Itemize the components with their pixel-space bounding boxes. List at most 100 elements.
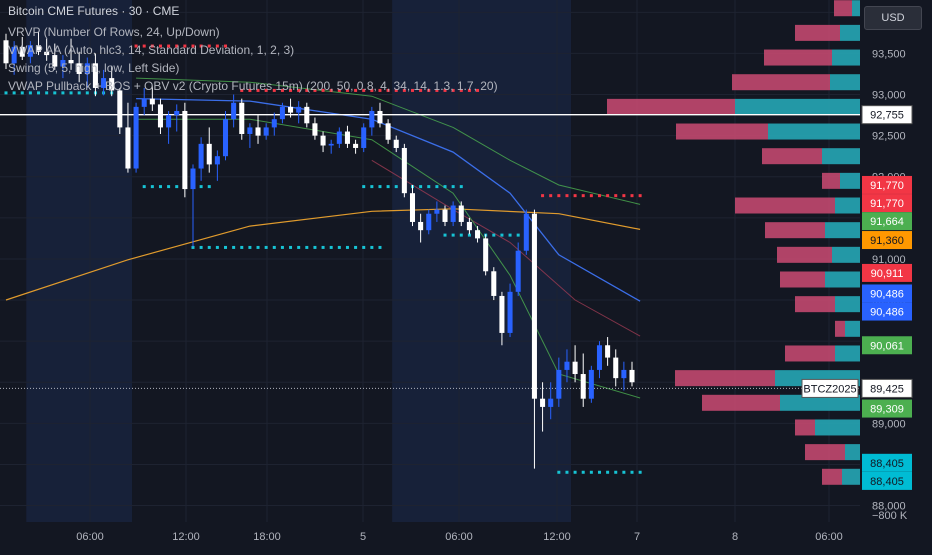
profile-bar-down xyxy=(675,370,775,387)
swing_low-dot xyxy=(264,245,268,249)
price-label-box xyxy=(862,175,912,194)
time-tick-label: 18:00 xyxy=(253,531,281,543)
profile-bar-down xyxy=(764,49,832,66)
candle-body xyxy=(336,131,342,144)
candle-body xyxy=(507,291,513,333)
swing_low-dot xyxy=(280,245,284,249)
candle-body xyxy=(353,143,359,148)
swing_low-dot xyxy=(630,470,634,474)
candle-body xyxy=(377,110,383,124)
profile-bar-down xyxy=(762,148,822,165)
indicator-vwap-pullback[interactable]: VWAP Pullback + BOS + OBV v2 (Crypto Fut… xyxy=(8,79,498,93)
swing_low-dot xyxy=(53,91,57,95)
swing_high-dot xyxy=(167,44,171,48)
swing_high-dot xyxy=(337,88,341,92)
swing_high-dot xyxy=(410,88,414,92)
indicator-swing[interactable]: Swing (5, 5, high, low, Left Side) xyxy=(8,61,180,75)
candle-body xyxy=(52,55,58,67)
candle-body xyxy=(629,369,635,383)
chart-title[interactable]: Bitcoin CME Futures · 30 · CME xyxy=(8,4,180,18)
swing_low-dot xyxy=(589,470,593,474)
swing_low-dot xyxy=(45,91,49,95)
candle-body xyxy=(206,143,212,165)
candle-body xyxy=(344,131,350,144)
swing_low-dot xyxy=(386,185,390,189)
profile-bar-down xyxy=(834,0,852,17)
swing_high-dot xyxy=(248,88,252,92)
price-label-text: 92,755 xyxy=(870,110,904,122)
swing_high-dot xyxy=(394,88,398,92)
swing_high-dot xyxy=(573,194,577,198)
profile-bar-down xyxy=(765,222,825,239)
swing_low-dot xyxy=(215,245,219,249)
swing_high-dot xyxy=(280,88,284,92)
price-label-text: 90,061 xyxy=(870,340,904,352)
swing_high-dot xyxy=(362,88,366,92)
indicator-vwap-aa[interactable]: VWAP AA (Auto, hlc3, 14, Standard Deviat… xyxy=(8,43,295,57)
swing_low-dot xyxy=(451,185,455,189)
candle-body xyxy=(296,106,302,113)
candle-body xyxy=(320,135,326,146)
profile-bar-up xyxy=(735,98,860,115)
candle-body xyxy=(109,78,115,91)
swing_low-dot xyxy=(207,245,211,249)
candle-body xyxy=(418,221,424,231)
swing_low-dot xyxy=(150,185,154,189)
swing_low-dot xyxy=(573,470,577,474)
swing_high-dot xyxy=(443,88,447,92)
price-label-text: 89,425 xyxy=(870,383,904,395)
profile-bar-up xyxy=(845,320,860,337)
candle-body xyxy=(101,78,107,88)
swing_low-dot xyxy=(321,245,325,249)
swing_high-dot xyxy=(183,44,187,48)
profile-bar-down xyxy=(835,320,845,337)
price-label-box xyxy=(862,212,912,231)
currency-button[interactable]: USD xyxy=(864,6,922,30)
candle-body xyxy=(361,127,367,148)
swing_low-dot xyxy=(378,185,382,189)
candle-body xyxy=(588,369,594,399)
swing_low-dot xyxy=(232,245,236,249)
swing_low-dot xyxy=(158,185,162,189)
price-label-box xyxy=(861,105,913,125)
candle-body xyxy=(515,250,521,292)
swing_low-dot xyxy=(378,245,382,249)
time-tick-label: 5 xyxy=(360,531,366,543)
candle-body xyxy=(190,168,196,190)
price-tick-label: 88,000 xyxy=(872,501,906,513)
swing_low-dot xyxy=(28,91,32,95)
swing_high-dot xyxy=(581,194,585,198)
swing_low-dot xyxy=(289,245,293,249)
candle-body xyxy=(548,398,554,407)
swing_low-dot xyxy=(224,245,228,249)
swing_low-dot xyxy=(492,233,496,237)
swing_high-dot xyxy=(354,88,358,92)
volume-axis-label: −800 K xyxy=(872,510,908,522)
candle-body xyxy=(19,46,25,57)
price-label-text: 90,486 xyxy=(870,307,904,319)
swing_low-dot xyxy=(394,185,398,189)
swing_low-dot xyxy=(248,245,252,249)
swing_low-dot xyxy=(305,245,309,249)
symbol-badge xyxy=(801,378,859,398)
price-label-text: 91,664 xyxy=(870,216,904,228)
swing_high-dot xyxy=(207,44,211,48)
swing_high-dot xyxy=(370,88,374,92)
profile-bar-up xyxy=(840,24,860,41)
swing_high-dot xyxy=(459,88,463,92)
indicator-vrvp[interactable]: VRVP (Number Of Rows, 24, Up/Down) xyxy=(8,25,220,39)
swing_low-dot xyxy=(207,185,211,189)
profile-bar-up xyxy=(830,74,860,91)
swing_high-dot xyxy=(419,88,423,92)
swing_high-dot xyxy=(597,194,601,198)
candle-body xyxy=(76,63,82,74)
profile-bar-down xyxy=(822,468,842,485)
profile-bar-up xyxy=(822,148,860,165)
candle-body xyxy=(27,45,33,57)
swing_high-dot xyxy=(435,88,439,92)
swing_high-dot xyxy=(150,44,154,48)
candle-body xyxy=(401,147,407,194)
price-label-box xyxy=(862,284,912,303)
